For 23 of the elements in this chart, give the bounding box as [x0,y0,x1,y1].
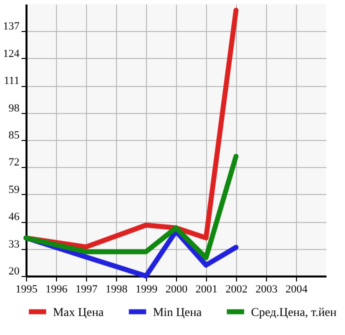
legend-label: Max Цена [53,304,104,319]
y-tick-label: 137 [3,20,20,33]
y-tick-label: 85 [8,130,20,142]
y-tick-label: 46 [8,211,20,224]
x-tick-label: 1997 [76,284,98,296]
y-tick-label: 33 [8,238,20,250]
y-tick-label: 20 [8,266,20,278]
x-tick-label: 2000 [166,284,188,296]
x-tick-label: 2001 [196,284,218,296]
x-tick-label: 1996 [46,284,68,296]
y-tick-label: 124 [3,48,20,60]
y-tick-label: 59 [8,184,20,196]
x-tick-label: 2004 [286,284,308,296]
x-tick-label: 2002 [226,284,248,296]
y-tick-label: 111 [4,75,20,88]
legend-label: Min Цена [153,304,202,319]
x-tick-label: 1999 [136,284,158,296]
x-tick-label: 2003 [256,284,278,296]
x-tick-label: 1998 [106,284,128,296]
x-tick-label: 1995 [16,284,38,296]
y-tick-label: 72 [8,156,20,169]
y-tick-label: 98 [8,102,20,114]
legend-label: Сред.Цена, т.йен [251,304,338,319]
